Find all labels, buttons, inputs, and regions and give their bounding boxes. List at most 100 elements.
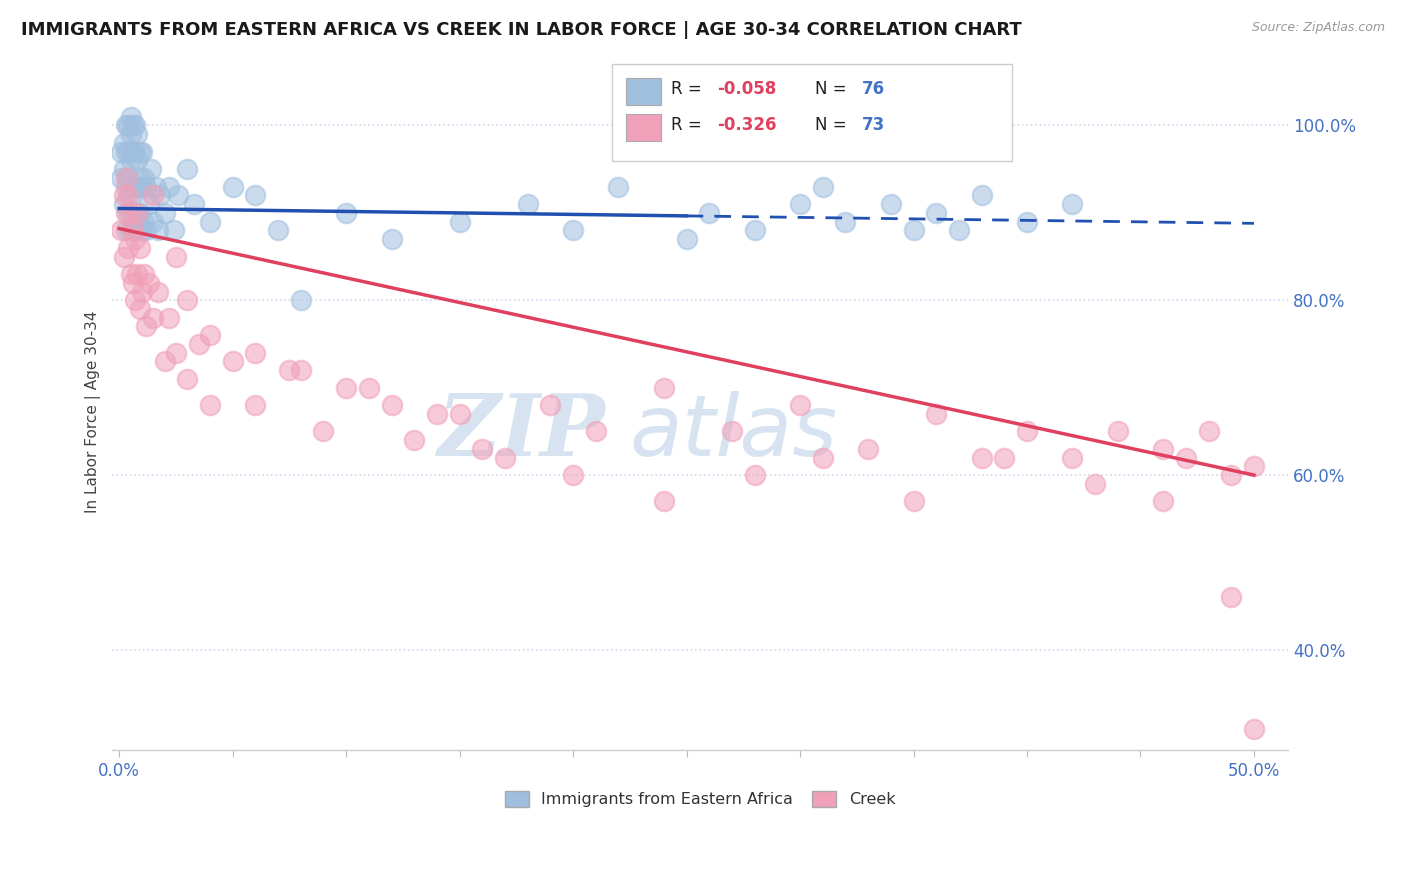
Point: [115, 119, 138, 133]
Point: [245, 398, 267, 412]
Point: [245, 188, 267, 202]
Text: 76: 76: [862, 80, 884, 98]
Text: -0.326: -0.326: [717, 116, 776, 134]
Point: [312, 425, 335, 439]
Point: [221, 179, 243, 194]
Point: [135, 319, 157, 334]
Point: [970, 188, 993, 202]
Point: [993, 450, 1015, 465]
Point: [335, 381, 357, 395]
Point: [124, 145, 146, 159]
Point: [1243, 722, 1265, 736]
Point: [1220, 468, 1243, 483]
Point: [970, 450, 993, 465]
Point: [117, 188, 139, 202]
Point: [139, 162, 162, 177]
Point: [138, 276, 160, 290]
Point: [1152, 442, 1174, 456]
Point: [1152, 494, 1174, 508]
Point: [516, 197, 538, 211]
Point: [562, 223, 585, 237]
Point: [198, 328, 221, 343]
Text: Source: ZipAtlas.com: Source: ZipAtlas.com: [1251, 21, 1385, 34]
Point: [120, 267, 142, 281]
Point: [176, 372, 198, 386]
Point: [110, 170, 132, 185]
Point: [138, 197, 160, 211]
Point: [1015, 214, 1038, 228]
Point: [135, 223, 157, 237]
Point: [121, 179, 143, 194]
Point: [426, 407, 449, 421]
Point: [380, 232, 402, 246]
Point: [131, 285, 153, 299]
Point: [117, 206, 139, 220]
Point: [789, 398, 811, 412]
Text: -0.058: -0.058: [717, 80, 776, 98]
Point: [290, 363, 312, 377]
Point: [471, 442, 494, 456]
Legend: Immigrants from Eastern Africa, Creek: Immigrants from Eastern Africa, Creek: [498, 784, 903, 814]
Point: [124, 293, 146, 308]
Point: [1062, 450, 1084, 465]
Text: IMMIGRANTS FROM EASTERN AFRICA VS CREEK IN LABOR FORCE | AGE 30-34 CORRELATION C: IMMIGRANTS FROM EASTERN AFRICA VS CREEK …: [21, 21, 1022, 38]
Point: [721, 425, 744, 439]
Point: [142, 188, 165, 202]
Point: [124, 179, 146, 194]
Point: [124, 223, 146, 237]
Point: [1084, 476, 1107, 491]
Point: [127, 214, 149, 228]
Point: [925, 206, 948, 220]
Point: [903, 494, 925, 508]
Text: N =: N =: [815, 80, 852, 98]
Point: [121, 119, 143, 133]
Point: [1062, 197, 1084, 211]
Point: [187, 337, 209, 351]
Point: [128, 241, 150, 255]
Point: [335, 206, 357, 220]
Point: [183, 197, 205, 211]
Point: [789, 197, 811, 211]
Point: [110, 223, 132, 237]
Point: [117, 241, 139, 255]
Point: [117, 119, 139, 133]
Point: [127, 153, 149, 168]
Point: [121, 214, 143, 228]
Point: [131, 223, 153, 237]
Point: [127, 267, 149, 281]
Point: [135, 179, 157, 194]
Point: [124, 119, 146, 133]
Point: [127, 179, 149, 194]
Point: [128, 170, 150, 185]
Point: [157, 179, 180, 194]
Point: [903, 223, 925, 237]
Point: [538, 398, 561, 412]
Point: [120, 223, 142, 237]
Point: [157, 310, 180, 325]
Point: [697, 206, 720, 220]
Point: [744, 468, 766, 483]
Point: [112, 162, 135, 177]
Point: [145, 179, 167, 194]
Point: [163, 223, 186, 237]
Point: [290, 293, 312, 308]
Point: [112, 197, 135, 211]
Point: [675, 232, 697, 246]
Point: [153, 206, 176, 220]
Point: [112, 250, 135, 264]
Point: [115, 223, 138, 237]
Point: [128, 206, 150, 220]
Point: [115, 179, 138, 194]
Point: [115, 145, 138, 159]
Point: [1243, 459, 1265, 474]
Point: [449, 214, 471, 228]
Point: [149, 188, 172, 202]
Point: [744, 223, 766, 237]
Point: [834, 214, 856, 228]
Point: [131, 145, 153, 159]
Point: [245, 345, 267, 359]
Point: [134, 267, 156, 281]
Point: [585, 425, 607, 439]
Point: [120, 188, 142, 202]
Point: [652, 494, 675, 508]
